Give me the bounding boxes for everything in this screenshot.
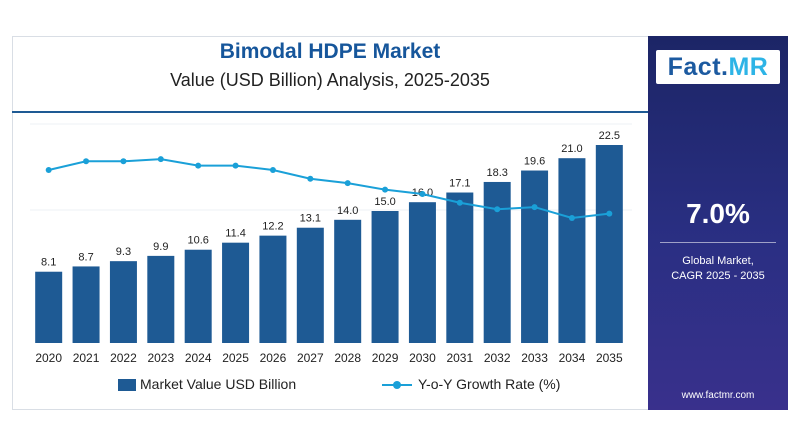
- growth-line-path: [48, 158, 610, 220]
- bar-label-2035: 22.5: [599, 130, 620, 142]
- growth-point-2032: [494, 206, 501, 213]
- bar-2020: [35, 271, 63, 343]
- x-tick-2028: 2028: [334, 351, 361, 365]
- cagr-label-line1: Global Market,: [682, 255, 754, 267]
- x-tick-2027: 2027: [297, 351, 324, 365]
- bar-label-2020: 8.1: [41, 257, 56, 269]
- x-tick-2025: 2025: [222, 351, 249, 365]
- growth-point-2035: [606, 210, 613, 217]
- bar-2027: [296, 227, 324, 343]
- bar-label-2034: 21.0: [561, 143, 582, 155]
- bar-label-2024: 10.6: [187, 235, 208, 247]
- x-tick-2024: 2024: [185, 351, 212, 365]
- x-tick-2026: 2026: [260, 351, 287, 365]
- bar-2034: [558, 158, 586, 343]
- bar-label-2033: 19.6: [524, 156, 545, 168]
- bar-2029: [371, 211, 399, 343]
- bar-2023: [147, 255, 175, 343]
- bar-label-2023: 9.9: [153, 241, 168, 253]
- bars: [35, 145, 623, 343]
- x-tick-2031: 2031: [446, 351, 473, 365]
- factmr-logo: Fact. MR: [656, 50, 780, 84]
- legend-line-label: Y-o-Y Growth Rate (%): [418, 376, 561, 392]
- growth-point-2030: [419, 191, 426, 197]
- bar-2035: [595, 145, 623, 343]
- bar-label-2028: 14.0: [337, 205, 358, 217]
- growth-point-2022: [120, 158, 127, 165]
- bar-2032: [483, 181, 511, 343]
- growth-point-2020: [45, 167, 52, 173]
- bar-label-2031: 17.1: [449, 178, 470, 190]
- growth-point-2027: [307, 175, 314, 182]
- bar-label-2021: 8.7: [78, 251, 93, 263]
- bar-2021: [72, 266, 100, 343]
- sidebar-panel: Fact. MR 7.0% Global Market, CAGR 2025 - …: [648, 36, 788, 410]
- bar-label-2027: 13.1: [300, 213, 321, 225]
- growth-point-2033: [531, 204, 538, 211]
- legend-bar-swatch: [118, 379, 136, 391]
- growth-point-2034: [568, 215, 575, 221]
- website-link[interactable]: www.factmr.com: [681, 390, 755, 401]
- chart-title: Bimodal HDPE Market: [219, 40, 441, 63]
- bar-label-2022: 9.3: [116, 246, 131, 258]
- cagr-value: 7.0%: [686, 198, 750, 229]
- x-tick-2033: 2033: [521, 351, 548, 365]
- growth-point-2029: [382, 186, 389, 193]
- bar-2031: [446, 192, 474, 343]
- bar-2024: [184, 249, 212, 343]
- bar-label-2032: 18.3: [486, 167, 507, 179]
- logo-dot-text: .: [721, 52, 729, 81]
- bar-2028: [334, 219, 362, 343]
- x-tick-2035: 2035: [596, 351, 623, 365]
- growth-point-2024: [195, 162, 202, 169]
- growth-point-2028: [344, 180, 351, 187]
- logo-fact-text: Fact: [667, 52, 722, 81]
- x-tick-2022: 2022: [110, 351, 137, 365]
- cagr-label: Global Market, CAGR 2025 - 2035: [648, 254, 788, 284]
- x-tick-2032: 2032: [484, 351, 511, 365]
- growth-point-2021: [83, 158, 90, 165]
- bar-2022: [109, 261, 137, 343]
- growth-line: [45, 156, 613, 221]
- bar-label-2025: 11.4: [225, 228, 246, 240]
- x-tick-2030: 2030: [409, 351, 436, 365]
- x-tick-2023: 2023: [147, 351, 174, 365]
- growth-point-2025: [232, 162, 239, 169]
- bar-label-2026: 12.2: [262, 221, 283, 233]
- bar-2026: [259, 235, 287, 343]
- x-tick-2029: 2029: [372, 351, 399, 365]
- cagr-divider: [660, 242, 776, 243]
- x-tick-2021: 2021: [73, 351, 100, 365]
- bar-2025: [222, 242, 250, 343]
- legend-bar-label: Market Value USD Billion: [140, 376, 297, 392]
- bar-label-2029: 15.0: [374, 196, 395, 208]
- legend-line-marker: [393, 381, 401, 389]
- cagr-label-line2: CAGR 2025 - 2035: [671, 270, 765, 282]
- bar-2033: [521, 170, 549, 343]
- x-tick-2020: 2020: [35, 351, 62, 365]
- x-tick-labels: 2020 2021 2022 2023 2024 2025 2026 2027 2028 2029…: [35, 351, 623, 365]
- bar-2030: [408, 202, 436, 343]
- x-tick-2034: 2034: [559, 351, 586, 365]
- chart-subtitle: Value (USD Billion) Analysis, 2025-2035: [170, 70, 490, 90]
- logo-mr-text: MR: [728, 52, 769, 81]
- growth-point-2026: [269, 167, 276, 173]
- growth-point-2031: [456, 199, 463, 206]
- growth-point-2023: [157, 156, 164, 163]
